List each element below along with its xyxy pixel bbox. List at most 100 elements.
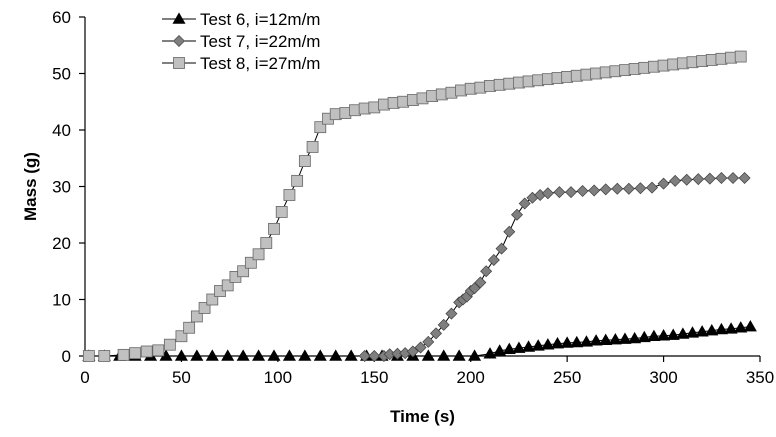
data-point: [206, 293, 219, 306]
data-point: [406, 345, 419, 358]
legend-label: Test 7, i=22m/m: [200, 32, 320, 51]
data-point: [657, 177, 670, 190]
data-point: [163, 338, 176, 351]
data-point: [738, 172, 751, 185]
data-point: [692, 173, 705, 186]
data-point: [724, 322, 738, 334]
data-point: [183, 321, 196, 334]
data-point: [437, 349, 451, 361]
y-tick-label: 50: [52, 65, 71, 84]
data-point: [268, 222, 280, 235]
legend-label: Test 6, i=12m/m: [200, 10, 320, 29]
data-point: [502, 342, 516, 355]
x-tick-label: 0: [80, 368, 89, 387]
data-point: [637, 330, 651, 343]
data-point: [422, 335, 435, 348]
data-point: [421, 349, 435, 361]
data-point: [512, 341, 526, 353]
series-6: [82, 320, 757, 361]
data-point: [283, 189, 296, 201]
x-tick-label: 150: [360, 368, 388, 387]
data-point: [570, 335, 584, 348]
data-point: [695, 325, 709, 337]
data-point: [414, 341, 427, 354]
data-point: [313, 349, 327, 361]
data-point: [518, 197, 531, 210]
legend-marker: [173, 35, 185, 47]
x-tick-label: 250: [553, 368, 581, 387]
data-point: [669, 174, 682, 187]
data-point: [430, 327, 442, 340]
x-tick-label: 300: [649, 368, 677, 387]
data-point: [553, 186, 566, 199]
data-point: [298, 349, 312, 361]
data-point: [175, 330, 188, 343]
legend-label: Test 8, i=27m/m: [200, 54, 320, 73]
data-point: [608, 333, 622, 345]
data-point: [550, 336, 565, 349]
x-tick-label: 200: [457, 368, 485, 387]
data-point: [715, 172, 728, 185]
data-point: [541, 338, 555, 350]
series-8: [82, 50, 747, 362]
data-point: [522, 340, 536, 352]
data-point: [618, 332, 632, 344]
data-point: [676, 327, 690, 339]
data-point: [329, 349, 343, 361]
x-tick-label: 100: [264, 368, 292, 387]
data-point: [221, 279, 234, 292]
axes: 0 50 100 150 200 250 300 350 0 10 20 30 40 50 60: [52, 8, 774, 387]
y-tick-label: 30: [52, 178, 71, 197]
data-point: [743, 320, 757, 332]
data-point: [493, 344, 507, 356]
data-point: [589, 334, 603, 346]
data-point: [634, 182, 647, 195]
data-point: [705, 323, 719, 336]
data-point: [531, 339, 545, 351]
data-point: [252, 349, 266, 361]
data-point: [117, 348, 130, 361]
data-point: [174, 349, 188, 361]
series-line: [364, 177, 745, 357]
data-point: [734, 50, 747, 63]
x-tick-label: 350: [746, 368, 774, 387]
data-point: [368, 350, 381, 362]
y-tick-label: 10: [52, 291, 71, 310]
data-point: [221, 349, 235, 361]
data-point: [140, 345, 153, 358]
data-point: [98, 350, 111, 362]
data-point: [129, 347, 142, 360]
data-point: [628, 331, 642, 344]
data-point: [680, 173, 693, 186]
legend-marker: [172, 12, 186, 24]
y-tick-label: 40: [52, 121, 71, 140]
y-axis-title: Mass (g): [21, 152, 40, 221]
data-point: [437, 318, 450, 331]
data-point: [657, 329, 671, 341]
y-tick-label: 0: [62, 347, 71, 366]
data-point: [237, 265, 250, 278]
y-tick-label: 60: [52, 8, 71, 27]
data-point: [579, 335, 593, 347]
x-axis-title: Time (s): [390, 407, 455, 426]
data-point: [666, 328, 680, 340]
y-tick-label: 20: [52, 234, 71, 253]
data-point: [344, 349, 358, 361]
series-layer: [82, 50, 757, 362]
data-point: [190, 349, 204, 361]
data-point: [445, 307, 458, 320]
data-point: [611, 182, 624, 195]
data-point: [314, 121, 327, 134]
data-point: [495, 242, 508, 255]
data-point: [487, 253, 500, 266]
data-point: [474, 276, 487, 289]
data-point: [82, 350, 95, 362]
data-point: [205, 349, 219, 361]
data-point: [152, 344, 165, 357]
data-point: [541, 187, 554, 200]
data-point: [452, 349, 466, 361]
data-point: [560, 336, 574, 348]
data-point: [244, 256, 257, 269]
legend-item: Test 8, i=27m/m: [162, 54, 320, 73]
